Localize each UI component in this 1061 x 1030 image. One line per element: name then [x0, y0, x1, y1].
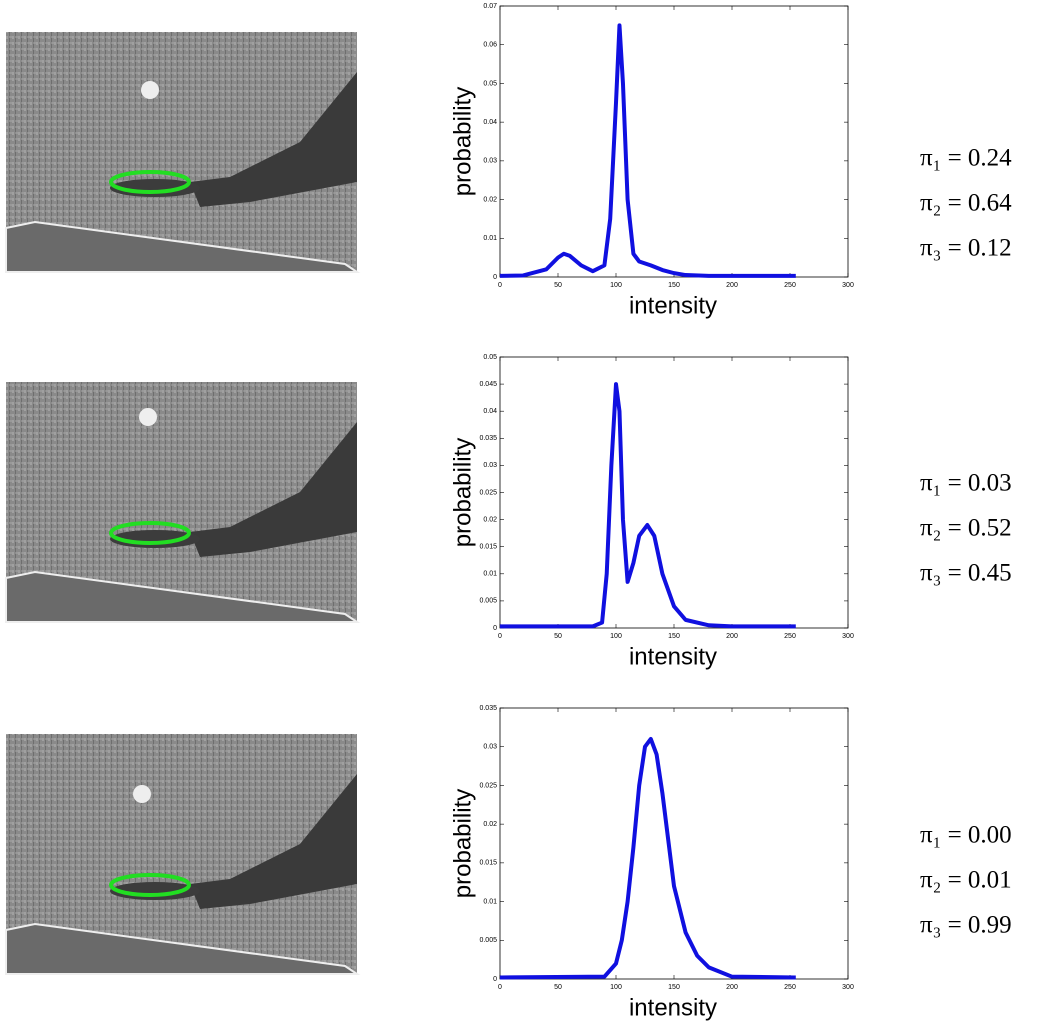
x-tick-label: 300: [842, 633, 854, 640]
y-tick-label: 0.005: [479, 598, 497, 605]
y-tick-label: 0.01: [483, 235, 497, 242]
x-tick-label: 100: [610, 633, 622, 640]
x-tick-label: 100: [610, 984, 622, 991]
y-tick-label: 0.03: [483, 158, 497, 165]
mixture-weight: π₃ = 0.45: [920, 560, 1012, 587]
y-tick-label: 0.025: [479, 782, 497, 789]
x-tick-label: 0: [498, 984, 502, 991]
y-tick-label: 0.005: [479, 937, 497, 944]
y-tick-label: 0.02: [483, 196, 497, 203]
ball: [139, 408, 157, 426]
x-tick-label: 250: [784, 984, 796, 991]
mixture-weight: π₃ = 0.99: [920, 912, 1012, 939]
y-tick-label: 0.015: [479, 860, 497, 867]
y-tick-label: 0.02: [483, 516, 497, 523]
y-tick-label: 0.04: [483, 119, 497, 126]
arm: [190, 422, 357, 557]
x-tick-label: 150: [668, 984, 680, 991]
x-tick-label: 250: [784, 633, 796, 640]
y-tick-label: 0.07: [483, 3, 497, 10]
y-tick-label: 0.015: [479, 544, 497, 551]
plot-frame: [499, 356, 849, 629]
tracking-ellipse: [109, 170, 191, 194]
arm: [190, 72, 357, 207]
mixture-weight: π₁ = 0.03: [920, 470, 1012, 497]
x-tick-label: 50: [554, 633, 562, 640]
tracking-ellipse: [109, 521, 191, 545]
x-tick-label: 250: [784, 282, 796, 289]
y-tick-label: 0.03: [483, 744, 497, 751]
photo: [5, 32, 361, 273]
tracking-ellipse: [109, 873, 191, 897]
ball: [141, 81, 159, 99]
y-tick-label: 0.05: [483, 80, 497, 87]
x-tick-label: 150: [668, 282, 680, 289]
table: [5, 220, 361, 273]
plot-frame: [499, 707, 849, 980]
y-tick-label: 0.06: [483, 42, 497, 49]
y-tick-label: 0.01: [483, 571, 497, 578]
y-tick-label: 0: [493, 274, 497, 281]
y-tick-label: 0.03: [483, 462, 497, 469]
y-tick-label: 0.025: [479, 489, 497, 496]
y-tick-label: 0.04: [483, 408, 497, 415]
x-tick-label: 200: [726, 633, 738, 640]
y-tick-label: 0.045: [479, 381, 497, 388]
y-tick-label: 0.02: [483, 821, 497, 828]
mixture-weight: π₃ = 0.12: [920, 235, 1012, 262]
y-axis-title: probability: [449, 438, 476, 547]
table: [5, 570, 361, 623]
x-tick-label: 0: [498, 633, 502, 640]
photo: [5, 734, 361, 975]
mixture-weight: π₁ = 0.24: [920, 145, 1012, 172]
x-tick-label: 300: [842, 984, 854, 991]
mixture-weight: π₂ = 0.64: [920, 190, 1012, 217]
x-tick-label: 50: [554, 282, 562, 289]
x-tick-label: 200: [726, 282, 738, 289]
y-tick-label: 0: [493, 625, 497, 632]
x-tick-label: 0: [498, 282, 502, 289]
y-axis-title: probability: [449, 87, 476, 196]
x-axis-title: intensity: [629, 643, 717, 670]
mixture-weight: π₂ = 0.01: [920, 867, 1012, 894]
mixture-weight: π₁ = 0.00: [920, 822, 1012, 849]
x-tick-label: 200: [726, 984, 738, 991]
y-tick-label: 0.05: [483, 354, 497, 361]
plot-frame: [499, 5, 849, 278]
photo: [5, 382, 361, 623]
x-tick-label: 50: [554, 984, 562, 991]
y-tick-label: 0.035: [479, 435, 497, 442]
y-tick-label: 0.035: [479, 705, 497, 712]
y-axis-title: probability: [449, 789, 476, 898]
x-axis-title: intensity: [629, 994, 717, 1021]
table: [5, 922, 361, 975]
density-curve: [499, 736, 796, 980]
x-tick-label: 150: [668, 633, 680, 640]
ball: [133, 785, 151, 803]
density-curve: [499, 23, 796, 278]
arm: [190, 774, 357, 909]
x-axis-title: intensity: [629, 292, 717, 319]
y-tick-label: 0.01: [483, 898, 497, 905]
y-tick-label: 0: [493, 976, 497, 983]
x-tick-label: 300: [842, 282, 854, 289]
x-tick-label: 100: [610, 282, 622, 289]
mixture-weight: π₂ = 0.52: [920, 515, 1012, 542]
density-curve: [500, 382, 796, 629]
